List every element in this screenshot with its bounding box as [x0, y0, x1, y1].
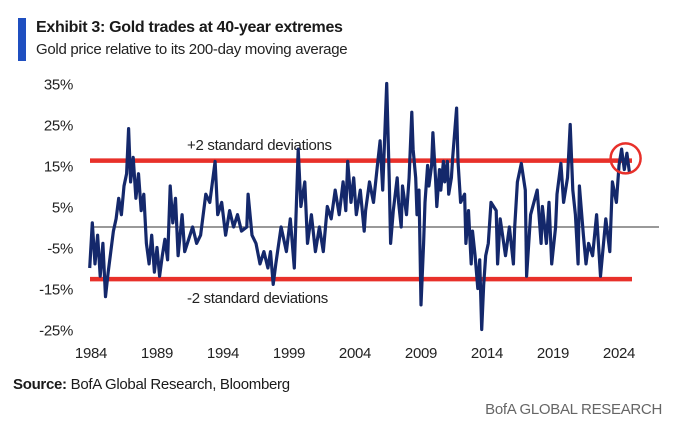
- source-text: BofA Global Research, Bloomberg: [66, 376, 290, 393]
- y-tick-label: 15%: [44, 159, 73, 176]
- brand-logo-text: BofA GLOBAL RESEARCH: [485, 401, 662, 418]
- x-tick-label: 2014: [471, 345, 503, 362]
- annotations: [609, 142, 642, 175]
- y-tick-label: 35%: [44, 77, 73, 94]
- upper-band-label: +2 standard deviations: [187, 137, 332, 154]
- x-tick-label: 1984: [75, 345, 107, 362]
- series-line: [88, 81, 632, 332]
- x-tick-label: 1989: [141, 345, 173, 362]
- y-tick-label: -5%: [47, 241, 73, 258]
- x-tick-label: 2024: [603, 345, 635, 362]
- x-tick-label: 2004: [339, 345, 371, 362]
- chart-subtitle: Gold price relative to its 200-day movin…: [36, 41, 348, 58]
- source-note: Source: BofA Global Research, Bloomberg: [13, 376, 290, 393]
- lower-band-label: -2 standard deviations: [187, 290, 328, 307]
- highlight-circle: [609, 142, 642, 175]
- x-tick-label: 2019: [537, 345, 569, 362]
- x-tick-label: 1999: [273, 345, 305, 362]
- std-dev-bands: +2 standard deviations -2 standard deviat…: [90, 137, 632, 307]
- y-axis: 35% 25% 15% 5% -5% -15% -25%: [39, 77, 73, 340]
- y-tick-label: 25%: [44, 118, 73, 135]
- source-label: Source:: [13, 376, 67, 393]
- x-tick-label: 2009: [405, 345, 437, 362]
- y-tick-label: -25%: [39, 323, 73, 340]
- chart-title: Exhibit 3: Gold trades at 40-year extrem…: [36, 19, 343, 36]
- y-tick-label: -15%: [39, 282, 73, 299]
- x-axis: 1984 1989 1994 1999 2004 2009 2014 2019 2024: [75, 345, 635, 362]
- y-tick-label: 5%: [52, 200, 73, 217]
- x-tick-label: 1994: [207, 345, 239, 362]
- title-accent-bar: [18, 18, 26, 61]
